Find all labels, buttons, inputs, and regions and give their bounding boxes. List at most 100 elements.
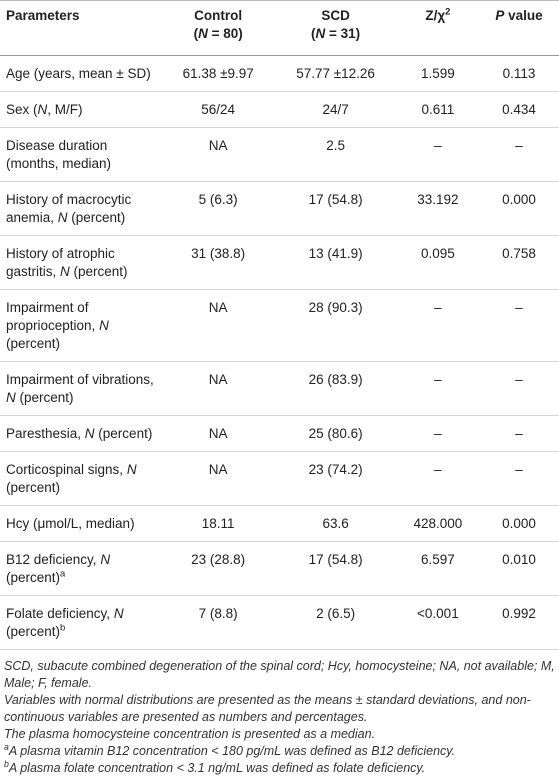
cell: – [478, 361, 559, 416]
table-row: History of atrophic gastritis, N (percen… [0, 235, 559, 290]
text-run: value [504, 8, 543, 23]
cell: 25 (80.6) [274, 415, 397, 452]
text-run: Impairment of proprioception, [6, 300, 100, 333]
superscript: b [4, 758, 9, 769]
cell: 18.11 [162, 505, 275, 542]
text-run: = 80) [207, 26, 243, 41]
cell: 0.611 [396, 91, 479, 128]
cell: 26 (83.9) [274, 361, 397, 416]
cell: 33.192 [396, 181, 479, 236]
row-label: Impairment of proprioception, N (percent… [0, 289, 162, 362]
cell: – [396, 289, 479, 362]
italic-run: P [495, 8, 505, 23]
cell: 6.597 [396, 541, 479, 596]
cell: 63.6 [274, 505, 397, 542]
italic-run: N [37, 102, 48, 117]
text-run: (percent) [6, 624, 61, 639]
cell: – [396, 127, 479, 182]
text-run: = 31) [325, 26, 361, 41]
cell: 28 (90.3) [274, 289, 397, 362]
table-body: Age (years, mean ± SD) 61.38 ±9.97 57.77 ±… [0, 55, 559, 650]
table-row: History of macrocytic anemia, N (percent… [0, 181, 559, 236]
cell: NA [162, 289, 275, 362]
text-run: , M/F) [47, 102, 83, 117]
column-header: P value [478, 0, 559, 56]
table-row: Impairment of proprioception, N (percent… [0, 289, 559, 362]
cell: 0.758 [478, 235, 559, 290]
column-header: Parameters [0, 0, 162, 56]
text-run: Folate deficiency, [6, 606, 114, 621]
table-row: Paresthesia, N (percent) NA 25 (80.6) – – [0, 415, 559, 452]
cell: – [478, 451, 559, 506]
cell: 0.095 [396, 235, 479, 290]
column-header: SCD (N = 31) [274, 0, 397, 56]
superscript: a [60, 568, 66, 580]
cell: 2 (6.5) [274, 595, 397, 650]
cell: – [396, 361, 479, 416]
text-run: History of macrocytic anemia, [6, 192, 132, 225]
cell: – [478, 415, 559, 452]
italic-run: N [315, 26, 326, 41]
cell: 0.992 [478, 595, 559, 650]
cell: – [478, 127, 559, 182]
cell: 31 (38.8) [162, 235, 275, 290]
cell: 5 (6.3) [162, 181, 275, 236]
text-run: Z/χ [425, 8, 446, 23]
cell: 2.5 [274, 127, 397, 182]
cell: 0.434 [478, 91, 559, 128]
row-label: History of atrophic gastritis, N (percen… [0, 235, 162, 290]
row-label: Age (years, mean ± SD) [0, 55, 162, 92]
cell: 13 (41.9) [274, 235, 397, 290]
cell: NA [162, 415, 275, 452]
cell: 0.000 [478, 505, 559, 542]
table-row: Hcy (μmol/L, median) 18.11 63.6 428.000 0.00… [0, 505, 559, 542]
text-run: A plasma vitamin B12 concentration < 180… [8, 744, 456, 758]
italic-run: N [126, 462, 137, 477]
table-row: Sex (N, M/F) 56/24 24/7 0.611 0.434 [0, 91, 559, 128]
table-row: Folate deficiency, N (percent)b 7 (8.8) 2 … [0, 595, 559, 650]
row-label: Folate deficiency, N (percent)b [0, 595, 162, 650]
table-row: Age (years, mean ± SD) 61.38 ±9.97 57.77 ±… [0, 55, 559, 92]
column-header: Z/χ2 [396, 0, 479, 56]
text-run: Paresthesia, [6, 426, 85, 441]
cell: <0.001 [396, 595, 479, 650]
row-label: History of macrocytic anemia, N (percent… [0, 181, 162, 236]
italic-run: N [113, 606, 124, 621]
italic-run: N [60, 264, 70, 279]
text-run: (percent) [15, 390, 74, 405]
italic-run: N [99, 318, 109, 333]
row-label: Paresthesia, N (percent) [0, 415, 162, 452]
italic-run: N [6, 390, 16, 405]
cell: – [396, 451, 479, 506]
superscript: a [4, 741, 9, 752]
italic-run: N [198, 26, 208, 41]
cell: 24/7 [274, 91, 397, 128]
table-row: Disease duration (months, median) NA 2.5– – [0, 127, 559, 182]
text-run: (percent) [6, 480, 61, 495]
cell: 61.38 ±9.97 [162, 55, 275, 92]
note: Variables with normal distributions are … [4, 693, 531, 724]
table-notes: SCD, subacute combined degeneration of t… [0, 658, 559, 777]
text-run: Impairment of vibrations, [6, 372, 154, 387]
cell: – [478, 289, 559, 362]
row-label: Sex (N, M/F) [0, 91, 162, 128]
cell: 17 (54.8) [274, 181, 397, 236]
text-run: Control ( [193, 8, 243, 41]
note: bA plasma folate concentration < 3.1 ng/… [4, 758, 555, 777]
note: aA plasma vitamin B12 concentration < 18… [4, 741, 555, 760]
cell: 0.000 [478, 181, 559, 236]
superscript: b [60, 622, 66, 634]
cell: 23 (74.2) [274, 451, 397, 506]
row-label: Corticospinal signs, N (percent) [0, 451, 162, 506]
cell: 57.77 ±12.26 [274, 55, 397, 92]
text-run: SCD ( [311, 8, 350, 41]
cell: 23 (28.8) [162, 541, 275, 596]
table-row: B12 deficiency, N (percent)a 23 (28.8) 17 … [0, 541, 559, 596]
text-run: (percent) [67, 210, 126, 225]
data-table: Parameters Control (N = 80) SCD (N = 31) Z/… [0, 0, 559, 650]
superscript: 2 [445, 6, 451, 18]
italic-run: N [84, 426, 95, 441]
cell: 1.599 [396, 55, 479, 92]
table-row: Corticospinal signs, N (percent) NA 23 (74… [0, 451, 559, 506]
